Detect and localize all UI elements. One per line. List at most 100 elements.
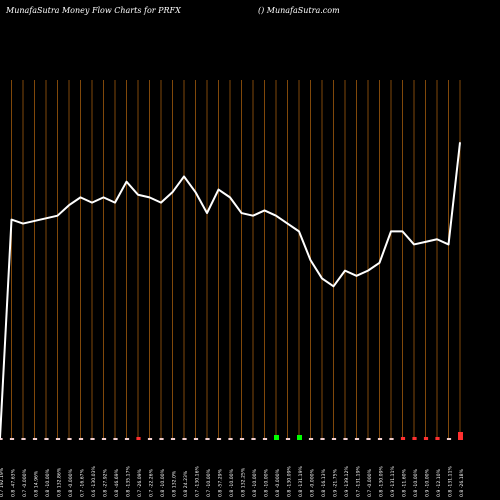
price-point	[390, 230, 392, 232]
flow-bar	[32, 438, 38, 440]
x-tick-label: 0.7 -131.19%	[356, 466, 362, 497]
price-point	[183, 175, 185, 178]
flow-bar	[377, 438, 383, 440]
price-point	[33, 220, 36, 222]
x-tick-label: 0.8 -10.00%	[45, 468, 51, 497]
x-tick-label: 0.7 192.19%	[0, 467, 5, 497]
x-tick-label: 0.7 -130.16%	[195, 466, 201, 497]
price-point	[148, 196, 151, 198]
flow-bar	[320, 438, 325, 440]
flow-bar	[55, 438, 61, 440]
x-tick-label: 0.8 24.23%	[183, 470, 189, 497]
flow-bar	[182, 438, 187, 440]
flow-bar	[193, 438, 199, 440]
x-tick-label: 0.6 -130.03%	[91, 466, 97, 497]
x-tick-label: 0.9 -131.11%	[390, 466, 396, 497]
price-point	[56, 215, 59, 217]
price-point	[217, 188, 220, 191]
flow-bar	[412, 437, 417, 440]
x-tick-label: 0.8 -27.92%	[103, 468, 109, 497]
price-point	[252, 215, 254, 217]
flow-bar	[239, 438, 245, 440]
flow-bar	[147, 438, 153, 440]
price-point	[459, 141, 461, 144]
x-tick-label: 0.8 -10.00%	[252, 468, 258, 497]
x-tick-label: 0.8 -47.63%	[11, 468, 17, 497]
x-tick-label: 0.9 -10.00%	[425, 468, 431, 497]
flow-bar	[297, 435, 302, 440]
flow-bar	[228, 438, 233, 440]
x-tick-label: 0.8 -10.00%	[160, 468, 166, 497]
price-point	[332, 285, 335, 287]
x-tick-label: 0.8 -130.09%	[287, 466, 293, 497]
x-tick-label: 0.7 -22.26%	[149, 468, 155, 497]
x-tick-label: 0.9 -12.10%	[436, 468, 442, 497]
price-point	[263, 209, 266, 212]
flow-bar	[354, 438, 360, 440]
price-point	[22, 222, 24, 225]
flow-bar	[285, 438, 291, 440]
price-point	[424, 241, 427, 243]
x-tick-label: 0.8 14.96%	[34, 470, 40, 497]
flow-bar	[331, 438, 337, 440]
flow-bar	[170, 438, 176, 440]
flow-bar	[308, 438, 314, 440]
flow-bar	[274, 435, 279, 440]
price-point	[102, 196, 105, 198]
price-point	[367, 270, 369, 272]
price-point	[229, 196, 231, 198]
price-point	[355, 275, 358, 277]
flow-bar	[101, 438, 107, 440]
flow-bar	[205, 438, 210, 440]
x-tick-label: 0.8 -10.00%	[413, 468, 419, 497]
flow-bar	[216, 438, 222, 440]
flow-bar	[423, 437, 429, 440]
price-point	[275, 215, 277, 217]
x-tick-label: 0.8 -0.000%	[310, 468, 316, 497]
x-tick-label: 0.8 -26.18%	[459, 468, 465, 497]
flow-bar	[251, 438, 256, 440]
flow-bar	[78, 438, 84, 440]
flow-bar	[0, 438, 3, 440]
price-point	[91, 202, 93, 204]
flow-bar	[90, 438, 95, 440]
price-point	[160, 202, 162, 204]
flow-bar	[262, 438, 268, 440]
x-tick-label: 0.9 -139.12%	[344, 466, 350, 497]
flow-bar	[458, 432, 463, 440]
price-point	[436, 238, 438, 240]
price-point	[240, 212, 243, 214]
flow-bar	[159, 438, 164, 440]
x-tick-label: 0.7 -10.00%	[206, 468, 212, 497]
x-tick-label: 0.8 -135.17%	[126, 466, 132, 497]
x-tick-label: 0.7 -0.000%	[367, 468, 373, 497]
price-point	[79, 196, 82, 198]
x-tick-label: 0.8 -10.00%	[264, 468, 270, 497]
price-point	[0, 437, 1, 439]
gridlines	[11, 80, 461, 440]
price-point	[137, 194, 139, 196]
price-point	[286, 222, 289, 225]
flow-bar	[124, 438, 130, 440]
price-point	[344, 270, 346, 272]
flow-bar	[9, 438, 15, 440]
x-tick-label: 0.8 132.25%	[241, 467, 247, 497]
x-tick-label: 0.8 132.0%	[172, 470, 178, 497]
x-tick-label: 0.8 -131.11%	[448, 466, 454, 497]
price-point	[401, 230, 404, 232]
price-point	[447, 243, 450, 246]
x-tick-label: 0.7 -26.09%	[137, 468, 143, 497]
price-point	[10, 219, 13, 221]
price-point	[171, 191, 174, 193]
x-tick-label: 0.8 -0.000%	[68, 468, 74, 497]
price-point	[309, 259, 312, 261]
flow-bars	[0, 432, 463, 440]
x-tick-label: 0.8 -16.13%	[321, 468, 327, 497]
x-tick-label: 0.8 132.86%	[57, 467, 63, 497]
flow-bar	[366, 438, 371, 440]
flow-bar	[343, 438, 348, 440]
price-point	[45, 217, 47, 219]
price-point	[194, 191, 197, 193]
x-tick-labels: 0.7 192.19% 0.8 -47.63% 0.7 -0.000% 0.8 14.…	[0, 466, 465, 497]
